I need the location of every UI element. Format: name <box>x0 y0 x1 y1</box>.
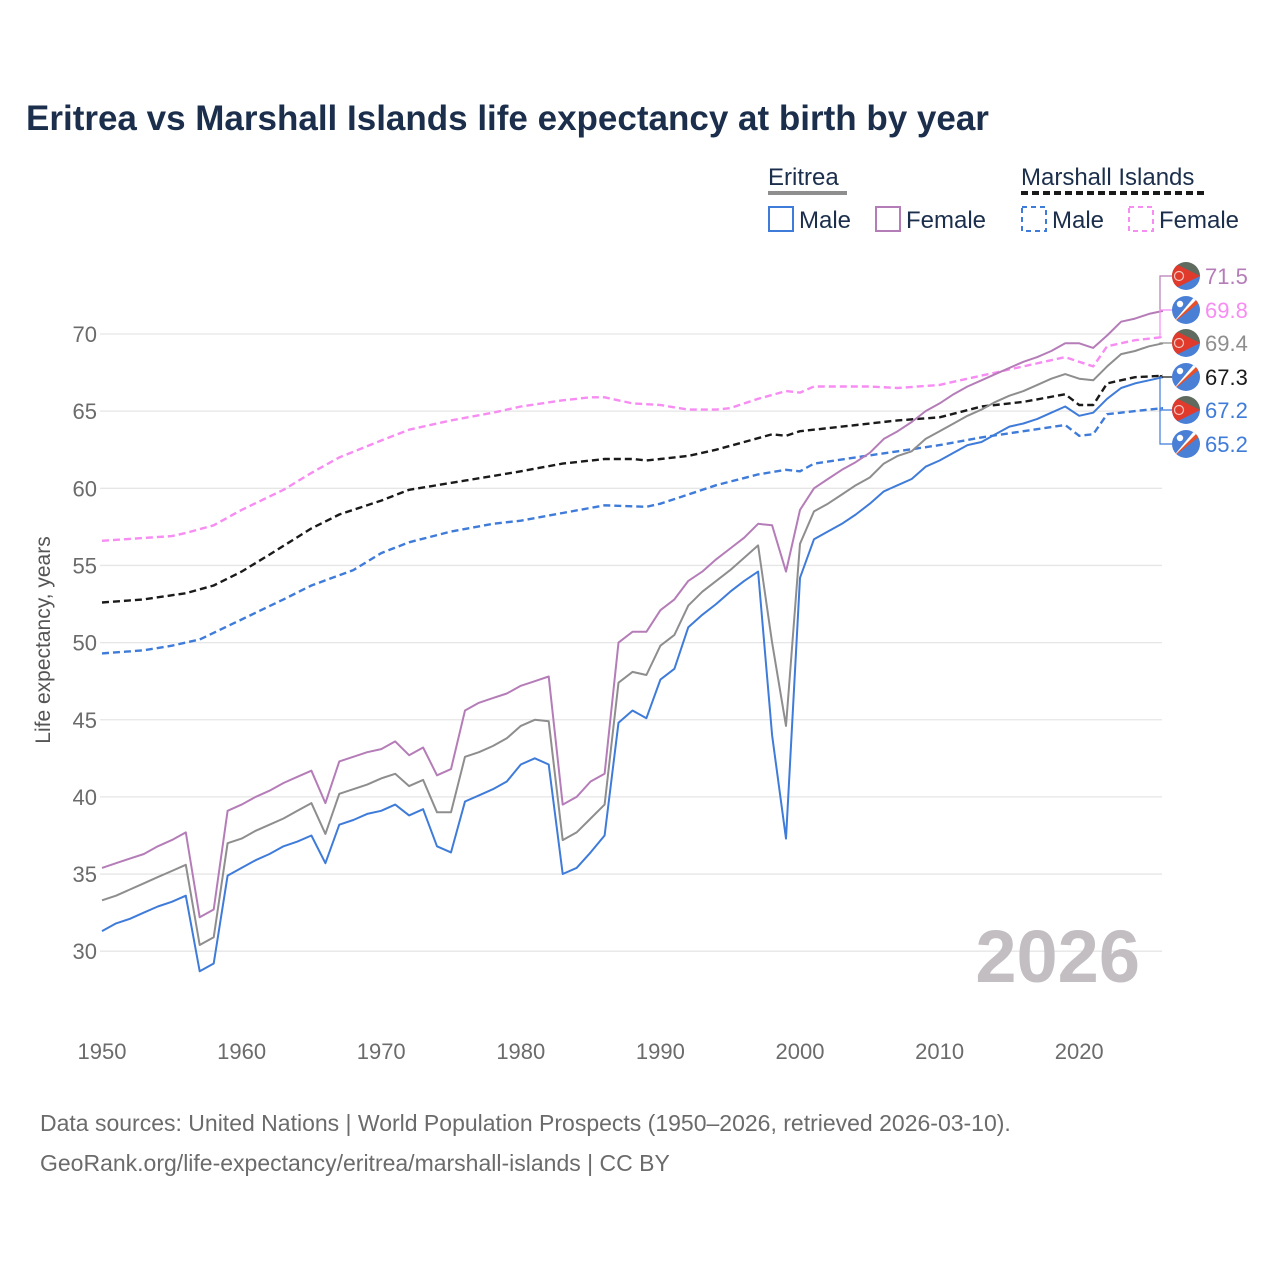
end-value-label: 65.2 <box>1205 432 1248 457</box>
y-tick-label: 55 <box>73 553 97 578</box>
x-tick-label: 2020 <box>1055 1039 1104 1064</box>
legend-group-eritrea: Eritrea <box>768 164 839 191</box>
x-tick-label: 1990 <box>636 1039 685 1064</box>
y-tick-label: 45 <box>73 708 97 733</box>
y-axis-label: Life expectancy, years <box>32 536 55 743</box>
series-lines <box>101 309 1164 973</box>
y-tick-label: 50 <box>73 631 97 656</box>
y-axis-ticks: 30 35 40 45 50 55 60 65 70 <box>73 322 97 964</box>
end-value-label: 71.5 <box>1205 264 1248 289</box>
chart-title: Eritrea vs Marshall Islands life expecta… <box>26 99 989 138</box>
y-tick-label: 30 <box>73 939 97 964</box>
gridlines <box>100 333 1162 952</box>
legend-marshall-male: Male <box>1052 207 1104 234</box>
legend-marshall-male-swatch <box>1021 206 1047 232</box>
x-tick-label: 1980 <box>496 1039 545 1064</box>
eritrea-flag-icon <box>1172 396 1200 424</box>
end-value-label: 69.8 <box>1205 298 1248 323</box>
series-line-marshall-islands-female <box>101 335 1164 542</box>
marshall-islands-flag-icon <box>1172 363 1200 391</box>
series-line-marshall-islands <box>101 374 1164 604</box>
legend-eritrea-female: Female <box>906 207 986 234</box>
current-year-watermark: 2026 <box>975 915 1140 998</box>
y-tick-label: 65 <box>73 399 97 424</box>
series-line-eritrea-female <box>101 309 1164 919</box>
legend-group-marshall-islands: Marshall Islands <box>1021 164 1194 191</box>
eritrea-flag-icon <box>1172 262 1200 290</box>
series-line-eritrea-male <box>101 376 1164 973</box>
marshall-islands-flag-icon <box>1172 296 1200 324</box>
end-value-label: 69.4 <box>1205 331 1248 356</box>
x-tick-label: 1960 <box>217 1039 266 1064</box>
eritrea-flag-icon <box>1172 329 1200 357</box>
end-value-label: 67.3 <box>1205 365 1248 390</box>
legend-eritrea-male-swatch <box>768 206 794 232</box>
legend-marshall-female: Female <box>1159 207 1239 234</box>
end-labels: 71.5 69.8 69.4 67.3 67.2 65.2 <box>1159 262 1248 458</box>
y-tick-label: 70 <box>73 322 97 347</box>
y-tick-label: 40 <box>73 785 97 810</box>
x-tick-label: 1970 <box>357 1039 406 1064</box>
series-line-marshall-islands-male <box>101 406 1164 655</box>
end-label-connector <box>1159 376 1172 411</box>
x-axis-ticks: 1950 1960 1970 1980 1990 2000 2010 2020 <box>78 1039 1104 1064</box>
end-label-connector <box>1159 275 1172 312</box>
y-tick-label: 35 <box>73 862 97 887</box>
series-line-eritrea <box>101 342 1164 946</box>
x-tick-label: 2000 <box>776 1039 825 1064</box>
x-tick-label: 1950 <box>78 1039 127 1064</box>
marshall-islands-flag-icon <box>1172 430 1200 458</box>
end-label-connector <box>1159 309 1172 338</box>
legend-eritrea-male: Male <box>799 207 851 234</box>
footer-sources: Data sources: United Nations | World Pop… <box>40 1110 1011 1136</box>
legend-marshall-female-swatch <box>1128 206 1154 232</box>
legend-eritrea-female-swatch <box>875 206 901 232</box>
end-value-label: 67.2 <box>1205 398 1248 423</box>
y-tick-label: 60 <box>73 476 97 501</box>
footer-link[interactable]: GeoRank.org/life-expectancy/eritrea/mars… <box>40 1150 670 1176</box>
x-tick-label: 2010 <box>915 1039 964 1064</box>
end-label-connector <box>1159 407 1172 445</box>
legend: Eritrea Male Female Marshall Islands Mal… <box>768 164 1239 234</box>
